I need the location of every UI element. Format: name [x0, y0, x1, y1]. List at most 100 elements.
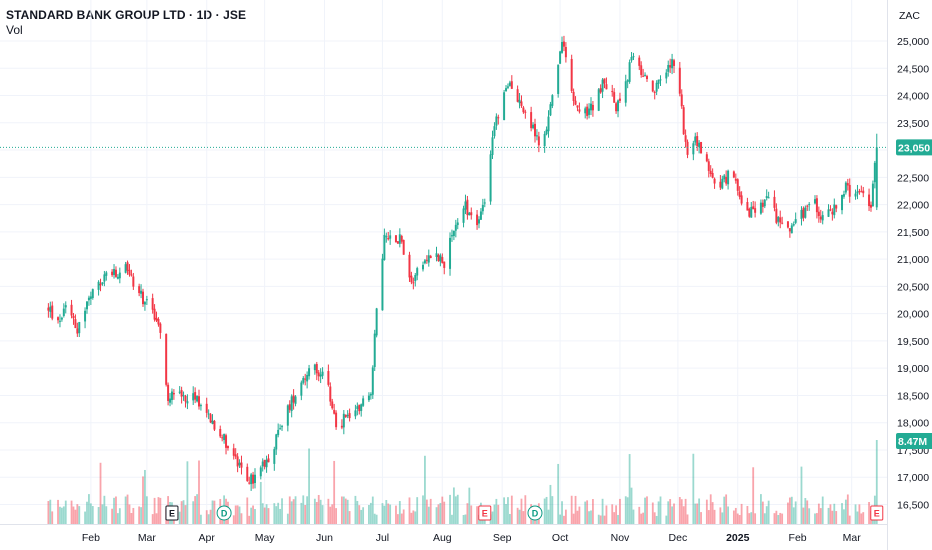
candle-body — [105, 272, 108, 276]
volume-bar — [198, 460, 200, 524]
volume-bar — [124, 496, 127, 524]
x-tick-label: Mar — [138, 532, 157, 544]
volume-bar — [74, 509, 77, 524]
candle-body — [410, 275, 413, 283]
volume-bar — [277, 502, 280, 524]
candle-body — [841, 194, 844, 211]
candle-body — [506, 86, 509, 88]
candle-body — [402, 240, 405, 255]
volume-bar — [59, 506, 61, 524]
volume-bar — [395, 505, 397, 524]
candle-body — [564, 47, 567, 58]
candle-body — [151, 298, 154, 310]
candle-body — [815, 198, 818, 213]
candle-body — [197, 396, 200, 407]
volume-bar — [387, 503, 390, 524]
candle-body — [209, 414, 212, 423]
x-tick-label: Apr — [199, 532, 216, 544]
volume-bar — [344, 498, 347, 524]
volume-bar — [144, 469, 146, 524]
candle-body — [632, 56, 635, 58]
y-tick-label: 24,500 — [897, 63, 929, 75]
candle-body — [87, 297, 90, 301]
volume-bar — [549, 484, 552, 524]
volume-bar — [640, 513, 643, 524]
volume-bar — [342, 496, 345, 524]
volume-legend[interactable]: Vol — [6, 23, 23, 37]
candle-body — [856, 191, 859, 194]
candle-body — [74, 319, 77, 329]
dividend-marker-label: D — [532, 509, 539, 519]
volume-bar — [671, 506, 673, 524]
volume-bar — [846, 494, 849, 524]
last-price-tag — [896, 139, 932, 156]
volume-bar — [692, 453, 695, 524]
volume-bar — [588, 511, 590, 524]
volume-bar — [279, 508, 281, 524]
y-tick-label: 21,000 — [897, 254, 929, 266]
volume-bar — [88, 494, 90, 524]
x-tick-label: Mar — [843, 532, 862, 544]
candle-body — [236, 456, 239, 467]
volume-bar — [182, 500, 185, 524]
candle-body — [767, 197, 770, 199]
candle-body — [398, 234, 401, 244]
volume-bar — [414, 511, 417, 524]
volume-bar — [843, 509, 845, 524]
y-tick-label: 17,000 — [897, 472, 929, 484]
candle-body — [167, 384, 170, 401]
volume-bar — [806, 500, 809, 524]
candle-body — [591, 104, 594, 111]
candle-body — [510, 81, 513, 89]
candle-body — [655, 82, 658, 92]
volume-bar — [145, 496, 148, 524]
volume-bar — [132, 507, 135, 524]
volume-bar — [862, 512, 865, 524]
volume-bar — [599, 515, 602, 524]
volume-bar — [682, 506, 685, 524]
candle-body — [588, 108, 591, 115]
volume-bar — [466, 503, 469, 524]
volume-bar — [238, 506, 241, 524]
candle-body — [114, 269, 117, 277]
volume-bar — [294, 496, 297, 524]
x-tick-label: Jul — [376, 532, 389, 544]
x-tick-label: 2025 — [726, 532, 750, 544]
candle-body — [673, 60, 676, 66]
candle-body — [184, 395, 187, 402]
volume-bar — [60, 507, 63, 524]
candle-body — [317, 372, 320, 377]
volume-bar — [725, 494, 728, 524]
volume-bar — [748, 513, 751, 524]
volume-bar — [362, 507, 365, 524]
volume-bar — [603, 515, 606, 524]
candle-body — [597, 89, 600, 111]
candle-body — [57, 317, 60, 321]
candle-body — [653, 91, 656, 93]
candle-body — [153, 308, 156, 320]
earnings-marker-label: E — [482, 509, 488, 519]
volume-bar — [140, 507, 142, 524]
candle-body — [520, 101, 523, 106]
candle-body — [425, 259, 428, 261]
candle-body — [141, 291, 144, 305]
candle-body — [844, 182, 847, 193]
candle-body — [178, 391, 181, 393]
candle-body — [300, 382, 303, 396]
x-tick-label: Sep — [493, 532, 512, 544]
candle-body — [651, 80, 654, 92]
volume-bar — [425, 499, 428, 524]
volume-bar — [767, 500, 770, 524]
volume-bar — [155, 513, 158, 524]
candle-body — [732, 171, 735, 178]
candle-body — [719, 181, 722, 188]
candle-body — [707, 161, 710, 171]
candle-body — [196, 396, 199, 402]
volume-bar — [232, 515, 235, 524]
symbol-title[interactable]: STANDARD BANK GROUP LTD · 1D · JSE — [6, 8, 247, 22]
volume-bar — [848, 515, 851, 524]
candle-body — [705, 154, 708, 162]
candle-body — [503, 92, 506, 121]
volume-bar — [456, 494, 459, 524]
